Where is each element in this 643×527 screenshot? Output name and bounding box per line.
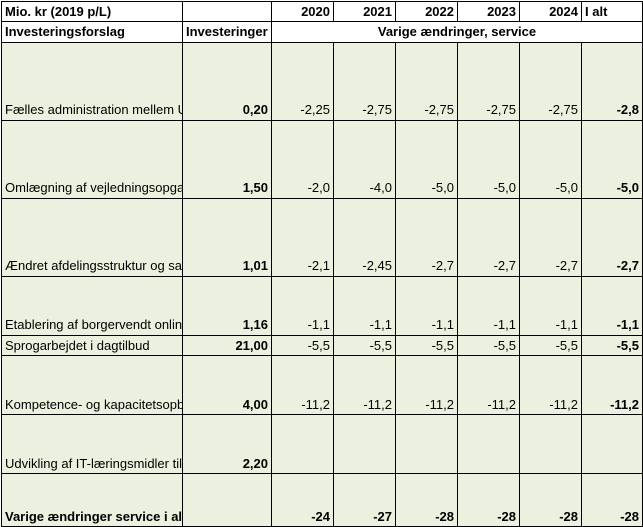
row-value-2024: -2,7 <box>519 197 582 277</box>
row-investment: 21,00 <box>182 334 272 357</box>
year-2024: 2024 <box>519 0 582 23</box>
row-value-2023: -1,1 <box>457 275 520 336</box>
row-total <box>581 414 643 475</box>
row-value-2021: -2,75 <box>333 41 396 121</box>
row-total: -1,1 <box>581 275 643 336</box>
row-value-2022: -5,0 <box>395 119 458 199</box>
row-label: Kompetence- og kapacitetsopbygning af st… <box>1 355 183 416</box>
row-value-2024: -1,1 <box>519 275 582 336</box>
row-value-2024 <box>519 414 582 475</box>
table-row: Ændret afdelingsstruktur og samlokaliser… <box>1 197 643 277</box>
total-value-2021: -27 <box>333 473 396 527</box>
total-label: I alt <box>581 0 643 23</box>
row-value-2022 <box>395 414 458 475</box>
row-value-2020: -2,25 <box>271 41 334 121</box>
row-investment: 1,01 <box>182 197 272 277</box>
row-total: -2,7 <box>581 197 643 277</box>
row-value-2020: -1,1 <box>271 275 334 336</box>
row-total: -11,2 <box>581 355 643 416</box>
row-value-2022: -2,75 <box>395 41 458 121</box>
row-investment: 1,16 <box>182 275 272 336</box>
row-value-2023: -5,0 <box>457 119 520 199</box>
row-value-2022: -11,2 <box>395 355 458 416</box>
row-label: Etablering af borgervendt onlineløsning … <box>1 275 183 336</box>
total-row-investment <box>182 473 272 527</box>
row-value-2021: -11,2 <box>333 355 396 416</box>
row-investment: 4,00 <box>182 355 272 416</box>
row-value-2023: -2,75 <box>457 41 520 121</box>
total-value-2023: -28 <box>457 473 520 527</box>
total-row-label: Varige ændringer service i alt <box>1 473 183 527</box>
table-row: Kompetence- og kapacitetsopbygning af st… <box>1 355 643 416</box>
col-changes-header: Varige ændringer, service <box>271 21 643 43</box>
row-value-2024: -5,0 <box>519 119 582 199</box>
table-row: Udvikling af IT-læringsmidler til matema… <box>1 414 643 475</box>
year-2020: 2020 <box>271 0 334 23</box>
row-value-2021: -2,45 <box>333 197 396 277</box>
row-label: Ændret afdelingsstruktur og samlokaliser… <box>1 197 183 277</box>
row-investment: 2,20 <box>182 414 272 475</box>
row-value-2024: -11,2 <box>519 355 582 416</box>
row-value-2023 <box>457 414 520 475</box>
row-label: Omlægning af vejledningsopgaven i Ungdom… <box>1 119 183 199</box>
empty-cell <box>182 0 272 23</box>
row-investment: 1,50 <box>182 119 272 199</box>
row-total: -5,0 <box>581 119 643 199</box>
unit-label: Mio. kr (2019 p/L) <box>1 0 183 23</box>
row-label: Udvikling af IT-læringsmidler til matema… <box>1 414 183 475</box>
row-total: -2,8 <box>581 41 643 121</box>
row-value-2021 <box>333 414 396 475</box>
row-value-2020: -2,1 <box>271 197 334 277</box>
total-row: Varige ændringer service i alt -24 -27 -… <box>1 473 643 527</box>
table-row: Omlægning af vejledningsopgaven i Ungdom… <box>1 119 643 199</box>
row-value-2021: -5,5 <box>333 334 396 357</box>
year-2023: 2023 <box>457 0 520 23</box>
column-header-row: Investeringsforslag Investeringer Varige… <box>1 21 643 43</box>
row-total: -5,5 <box>581 334 643 357</box>
year-header-row: Mio. kr (2019 p/L) 2020 2021 2022 2023 2… <box>1 0 643 23</box>
row-value-2022: -2,7 <box>395 197 458 277</box>
total-value-2024: -28 <box>519 473 582 527</box>
row-label: Fælles administration mellem Ungdomsskol… <box>1 41 183 121</box>
col-proposal-header: Investeringsforslag <box>1 21 183 43</box>
row-value-2020 <box>271 414 334 475</box>
total-value-2020: -24 <box>271 473 334 527</box>
row-value-2020: -2,0 <box>271 119 334 199</box>
row-value-2021: -1,1 <box>333 275 396 336</box>
table-row: Etablering af borgervendt onlineløsning … <box>1 275 643 336</box>
table-row: Fælles administration mellem Ungdomsskol… <box>1 41 643 121</box>
row-value-2022: -1,1 <box>395 275 458 336</box>
total-value-2022: -28 <box>395 473 458 527</box>
row-value-2020: -5,5 <box>271 334 334 357</box>
year-2021: 2021 <box>333 0 396 23</box>
table-row: Sprogarbejdet i dagtilbud 21,00 -5,5 -5,… <box>1 334 643 357</box>
row-value-2023: -5,5 <box>457 334 520 357</box>
year-2022: 2022 <box>395 0 458 23</box>
row-value-2024: -2,75 <box>519 41 582 121</box>
row-value-2022: -5,5 <box>395 334 458 357</box>
col-investment-header: Investeringer <box>182 21 272 43</box>
row-value-2020: -11,2 <box>271 355 334 416</box>
row-investment: 0,20 <box>182 41 272 121</box>
total-value-all: -28 <box>581 473 643 527</box>
row-value-2023: -2,7 <box>457 197 520 277</box>
row-value-2023: -11,2 <box>457 355 520 416</box>
row-label: Sprogarbejdet i dagtilbud <box>1 334 183 357</box>
row-value-2021: -4,0 <box>333 119 396 199</box>
row-value-2024: -5,5 <box>519 334 582 357</box>
